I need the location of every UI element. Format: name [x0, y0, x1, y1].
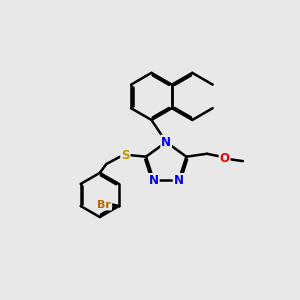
Text: N: N — [149, 174, 159, 187]
Text: N: N — [174, 174, 184, 187]
Text: S: S — [121, 149, 130, 162]
Text: Br: Br — [97, 200, 111, 209]
Text: N: N — [161, 136, 171, 148]
Text: O: O — [220, 152, 230, 165]
